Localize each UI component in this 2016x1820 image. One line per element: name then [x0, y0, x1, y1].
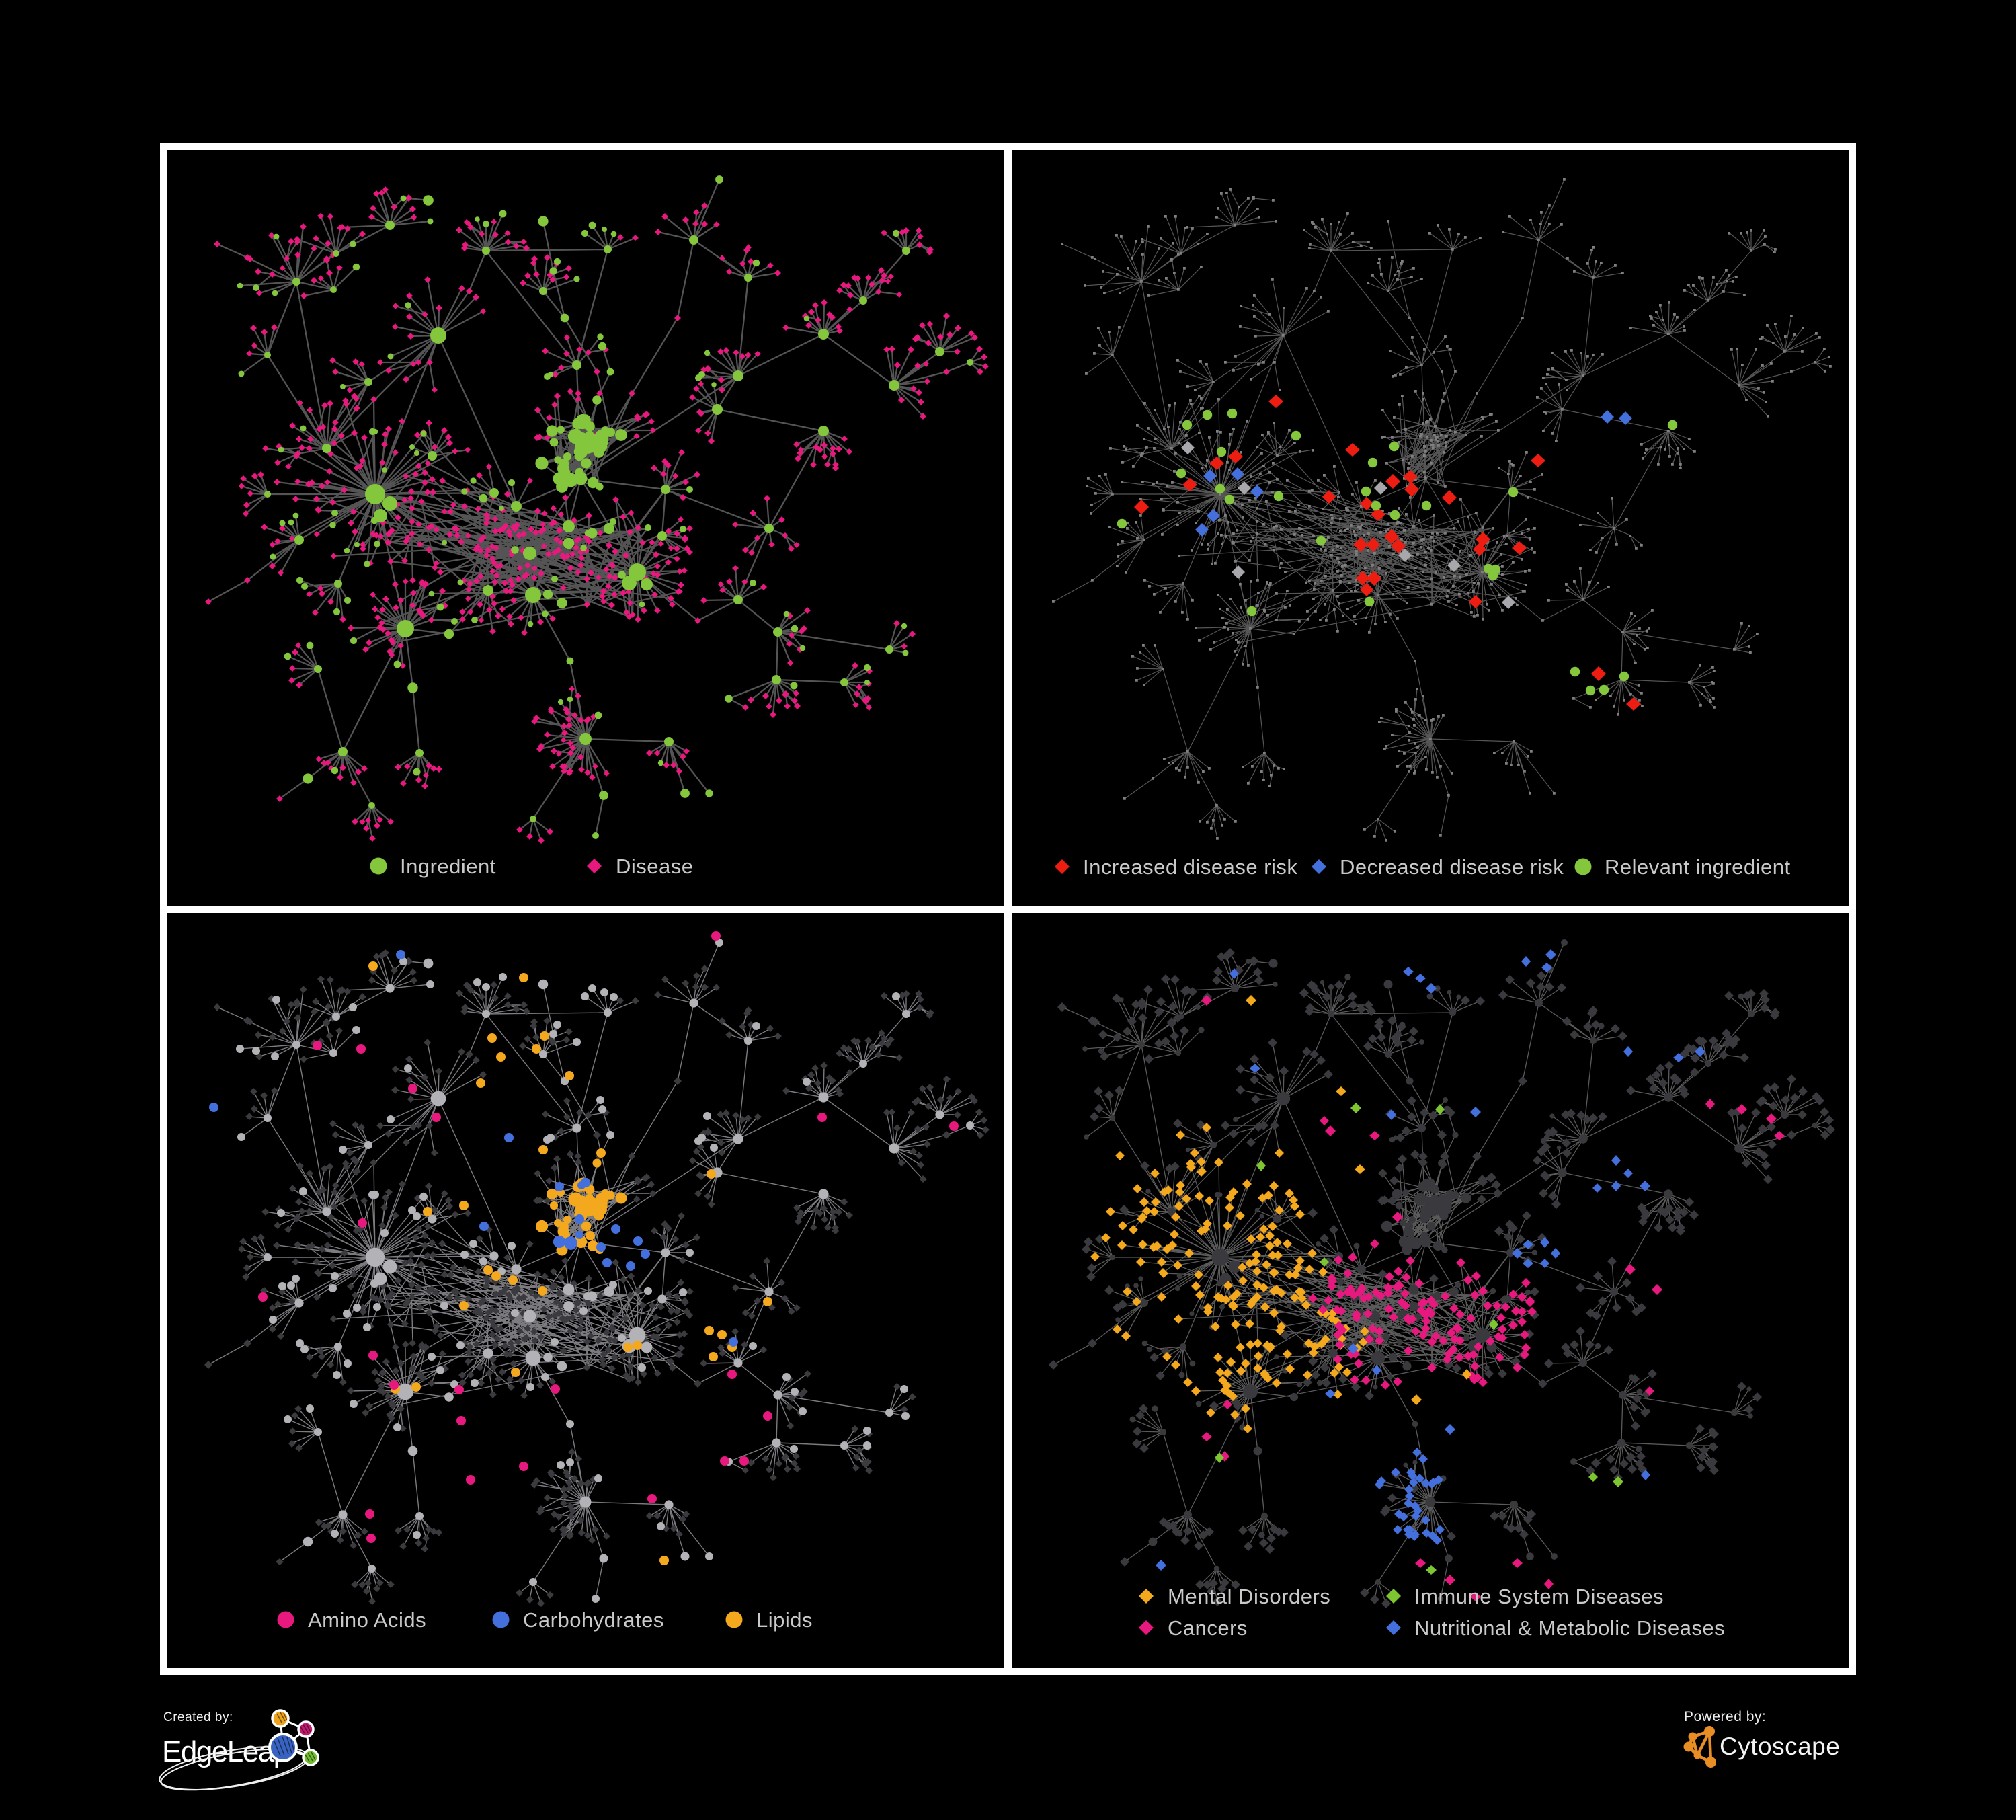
svg-text:Nutritional & Metabolic Diseas: Nutritional & Metabolic Diseases [1414, 1616, 1725, 1640]
svg-text:Ingredient: Ingredient [400, 855, 496, 878]
svg-text:Mental Disorders: Mental Disorders [1168, 1585, 1330, 1608]
svg-text:Cytoscape: Cytoscape [1720, 1733, 1840, 1760]
svg-text:Lipids: Lipids [756, 1608, 813, 1632]
svg-text:Decreased disease risk: Decreased disease risk [1340, 855, 1564, 879]
svg-text:Increased disease risk: Increased disease risk [1083, 855, 1297, 879]
svg-text:Relevant ingredient: Relevant ingredient [1605, 855, 1791, 879]
svg-text:Cancers: Cancers [1168, 1616, 1248, 1640]
svg-text:Amino Acids: Amino Acids [308, 1608, 426, 1632]
svg-text:Powered by:: Powered by: [1684, 1709, 1766, 1725]
svg-text:Created by:: Created by: [163, 1710, 233, 1725]
svg-text:Disease: Disease [616, 855, 694, 878]
svg-text:Immune System Diseases: Immune System Diseases [1414, 1585, 1664, 1608]
svg-text:Carbohydrates: Carbohydrates [523, 1608, 664, 1632]
